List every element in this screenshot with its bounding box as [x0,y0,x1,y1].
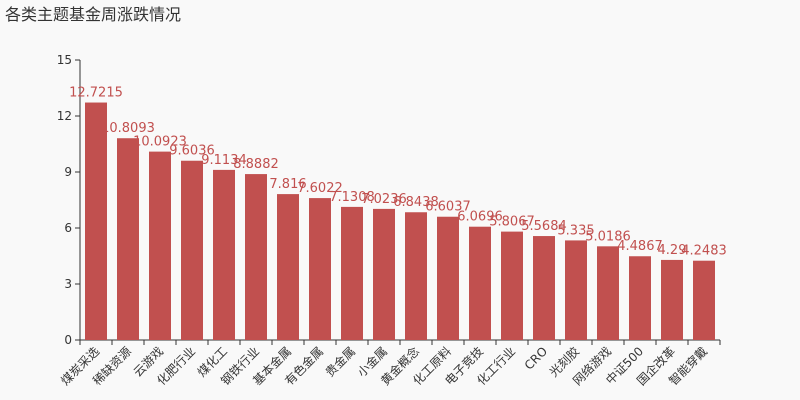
bar [149,151,171,340]
data-label: 6.0696 [457,210,503,225]
data-label: 5.5684 [521,219,567,234]
data-label: 7.6022 [297,181,343,196]
data-label: 7.1308 [329,190,375,205]
bar [565,240,587,340]
data-label: 9.1134 [201,153,247,168]
bar [245,174,267,340]
y-tick-label: 0 [64,333,72,347]
data-label: 10.0923 [133,135,187,150]
bar [469,226,491,340]
data-label: 7.816 [269,177,306,192]
bar [693,260,715,340]
data-label: 7.0236 [361,192,407,207]
bar [629,256,651,340]
y-tick-label: 15 [57,53,72,67]
bar [597,246,619,340]
y-tick-label: 9 [64,165,72,179]
data-label: 5.8067 [489,215,535,230]
data-label: 12.7215 [69,86,123,101]
data-label: 4.4867 [617,239,663,254]
bar [501,231,523,340]
bar [373,208,395,340]
bar [85,102,107,340]
y-tick-label: 6 [64,221,72,235]
bar [405,212,427,340]
bar [533,236,555,340]
bar [661,259,683,340]
bar [117,138,139,340]
data-label: 9.6036 [169,144,215,159]
data-label: 4.2483 [681,244,727,259]
chart-title: 各类主题基金周涨跌情况 [5,5,181,24]
data-label: 10.8093 [101,121,155,136]
bar [309,198,331,340]
y-tick-label: 3 [64,277,72,291]
data-label: 6.6037 [425,200,471,215]
bar [437,216,459,340]
bar [213,169,235,340]
data-label: 5.0186 [585,229,631,244]
data-label: 4.29 [658,243,687,258]
bar [277,194,299,340]
data-label: 8.8882 [233,157,279,172]
bar [181,160,203,340]
data-label: 5.335 [557,223,594,238]
y-tick-label: 12 [57,109,72,123]
bar [341,206,363,340]
data-label: 6.8438 [393,195,439,210]
